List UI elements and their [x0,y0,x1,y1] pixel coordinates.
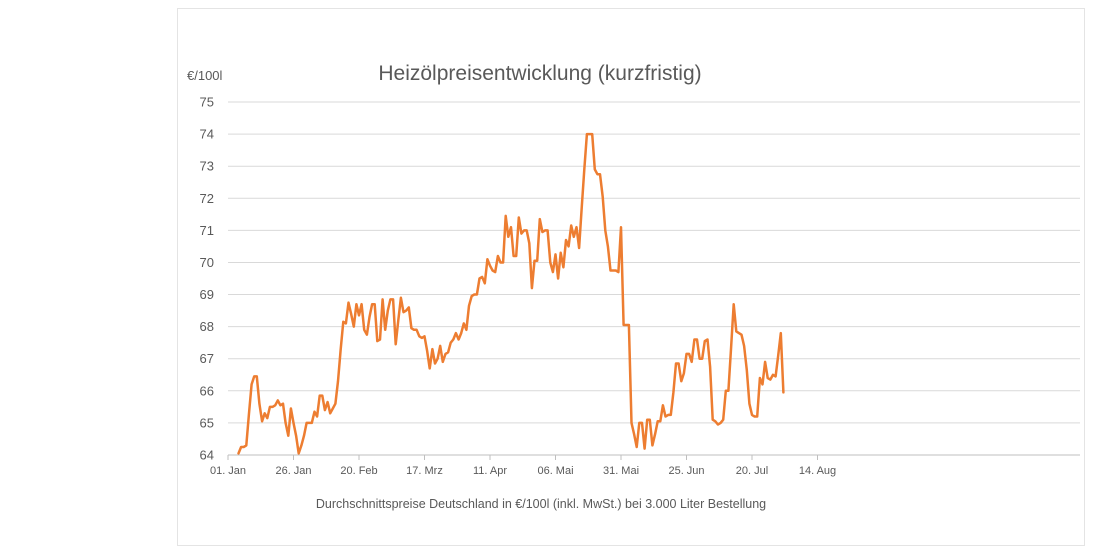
x-tick-label: 20. Jul [736,465,768,477]
x-tick-label: 06. Mai [537,465,573,477]
chart-area [177,8,1085,546]
x-tick-label: 17. Mrz [406,465,443,477]
y-tick-label: 75 [200,95,214,110]
y-tick-label: 64 [200,448,214,463]
y-tick-label: 70 [200,255,214,270]
x-tick-label: 25. Jun [668,465,704,477]
x-tick-label: 20. Feb [340,465,377,477]
x-tick-label: 31. Mai [603,465,639,477]
y-tick-label: 69 [200,287,214,302]
y-tick-label: 71 [200,223,214,238]
y-tick-label: 73 [200,159,214,174]
x-tick-label: 26. Jan [275,465,311,477]
x-tick-label: 14. Aug [799,465,836,477]
y-tick-label: 65 [200,415,214,430]
price-line-series [237,132,785,455]
y-axis-unit-label: €/100l [187,68,223,83]
x-tick-label: 11. Apr [473,465,507,477]
chart-footer-caption: Durchschnittspreise Deutschland in €/100… [315,497,767,511]
chart-title: Heizölpreisentwicklung (kurzfristig) [378,62,702,85]
y-tick-label: 67 [200,351,214,366]
x-tick-label: 01. Jan [210,465,246,477]
y-tick-label: 68 [200,319,214,334]
y-tick-label: 72 [200,191,214,206]
y-tick-label: 66 [200,383,214,398]
y-tick-label: 74 [200,127,214,142]
